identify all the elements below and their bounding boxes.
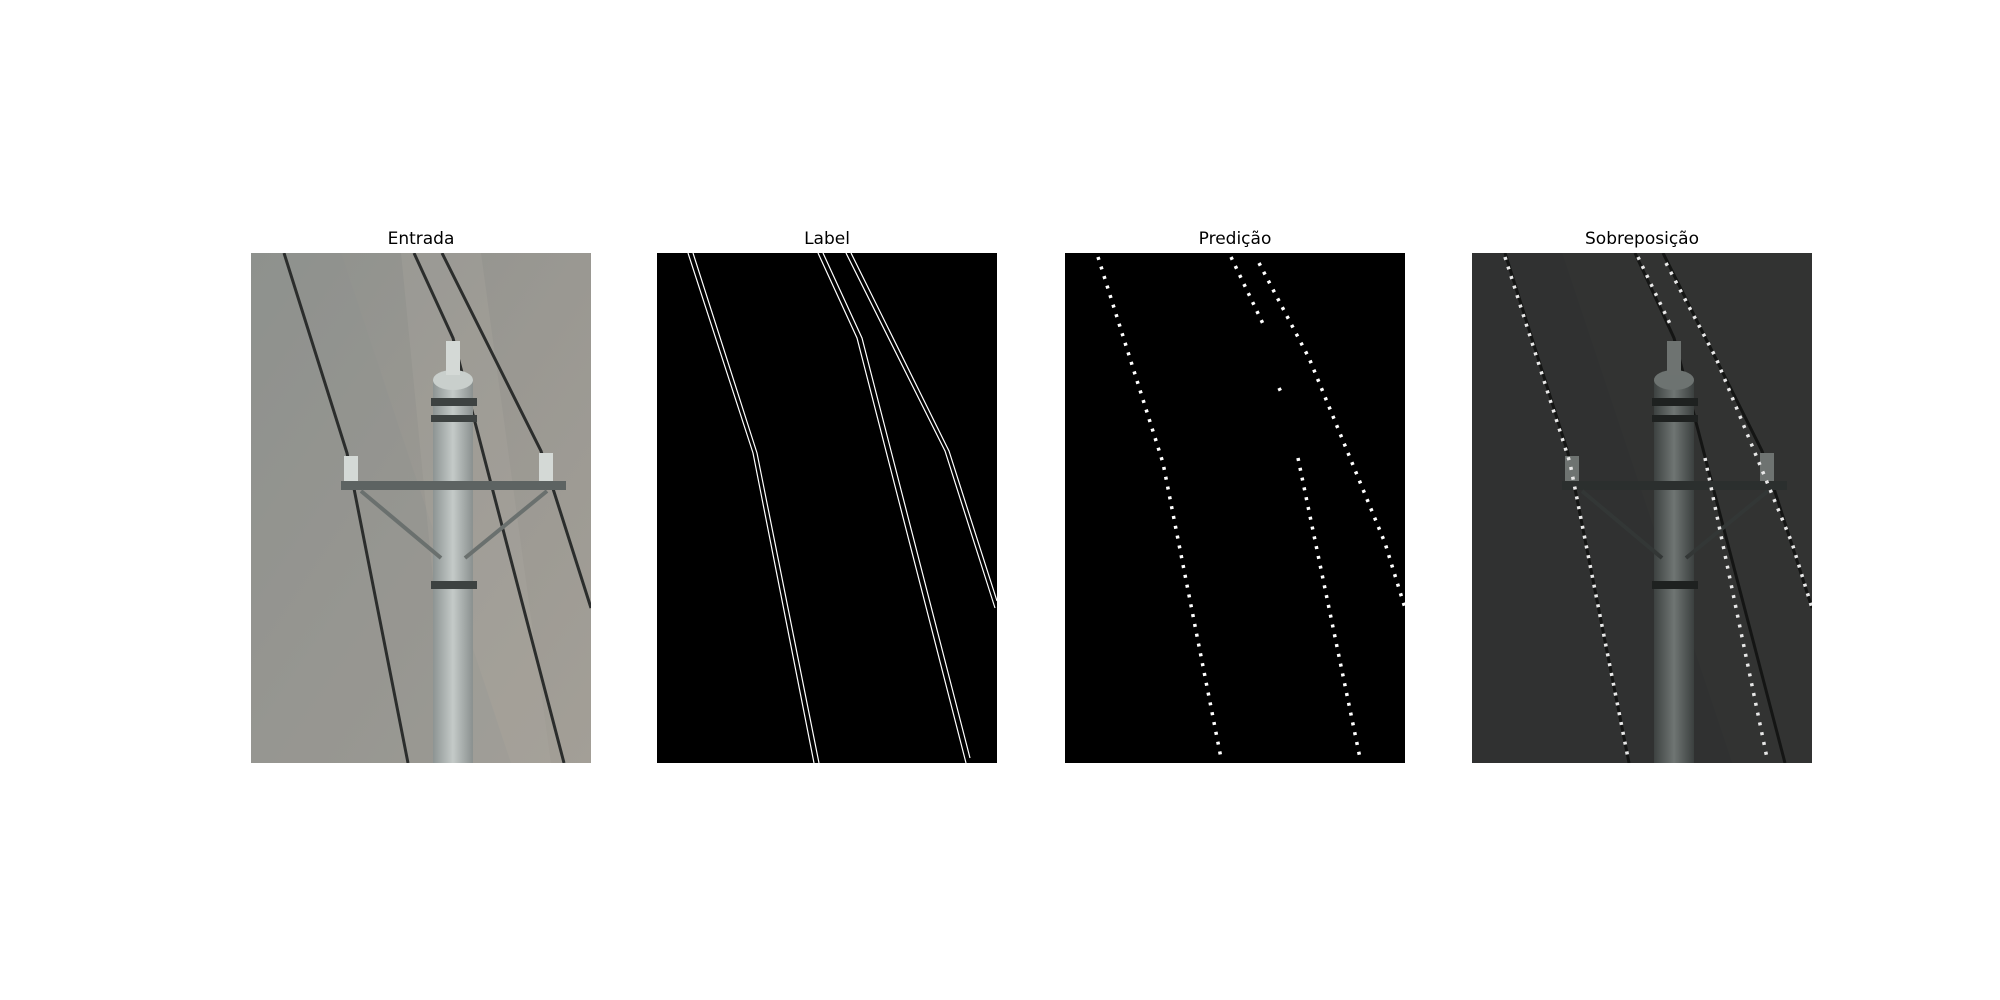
label-image-graphic [657,253,997,763]
prediction-dots [1096,256,1405,759]
overlay-prediction-dots [1503,256,1812,759]
overlay-image [1472,253,1812,763]
prediction-image-graphic [1065,253,1405,763]
input-image [251,253,591,763]
panel-title-label: Label [804,229,850,249]
panel-title-entrada: Entrada [387,229,455,249]
prediction-image [1065,253,1405,763]
overlay-image-graphic [1472,253,1812,763]
label-image [657,253,997,763]
input-image-graphic [251,253,591,763]
panel-title-sobreposicao: Sobreposição [1585,229,1699,249]
pole [341,341,566,763]
label-outlines [687,253,997,763]
panel-title-predicao: Predição [1198,229,1272,249]
power-lines [282,253,591,763]
overlay-pole [1562,341,1787,763]
